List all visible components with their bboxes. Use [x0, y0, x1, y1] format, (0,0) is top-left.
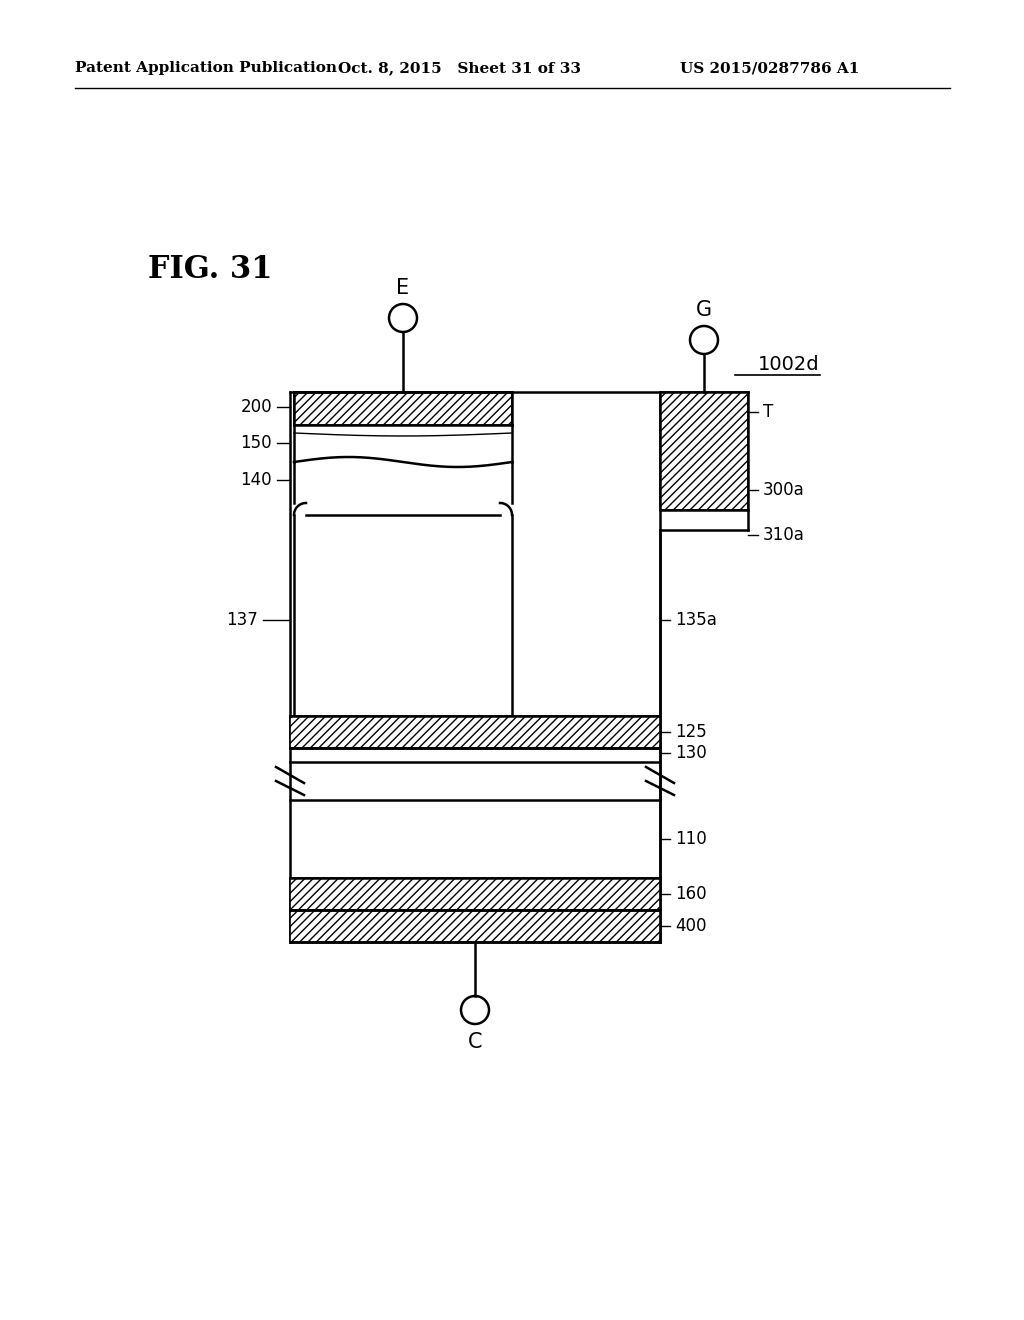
Text: 110: 110 [675, 830, 707, 847]
Bar [290, 767, 660, 878]
Text: 310a: 310a [763, 525, 805, 544]
Text: T: T [763, 403, 773, 421]
Text: 150: 150 [241, 434, 272, 451]
Text: 400: 400 [675, 917, 707, 935]
Text: 140: 140 [241, 471, 272, 488]
Bar [290, 392, 660, 715]
Text: Patent Application Publication: Patent Application Publication [75, 61, 337, 75]
Text: 1002d: 1002d [759, 355, 820, 375]
Text: 135a: 135a [675, 611, 717, 630]
Text: E: E [396, 279, 410, 298]
Text: Oct. 8, 2015   Sheet 31 of 33: Oct. 8, 2015 Sheet 31 of 33 [339, 61, 582, 75]
Text: 200: 200 [241, 399, 272, 416]
Text: G: G [696, 300, 712, 319]
Text: 130: 130 [675, 744, 707, 762]
Text: 125: 125 [675, 723, 707, 741]
Text: US 2015/0287786 A1: US 2015/0287786 A1 [680, 61, 859, 75]
Bar [290, 715, 660, 748]
Bar [660, 392, 748, 510]
Text: 137: 137 [226, 611, 258, 630]
Text: 160: 160 [675, 884, 707, 903]
Bar [290, 909, 660, 942]
Bar [290, 878, 660, 909]
Text: 300a: 300a [763, 480, 805, 499]
Text: FIG. 31: FIG. 31 [148, 255, 272, 285]
Text: C: C [468, 1032, 482, 1052]
Bar [294, 392, 512, 425]
Bar [290, 800, 660, 878]
